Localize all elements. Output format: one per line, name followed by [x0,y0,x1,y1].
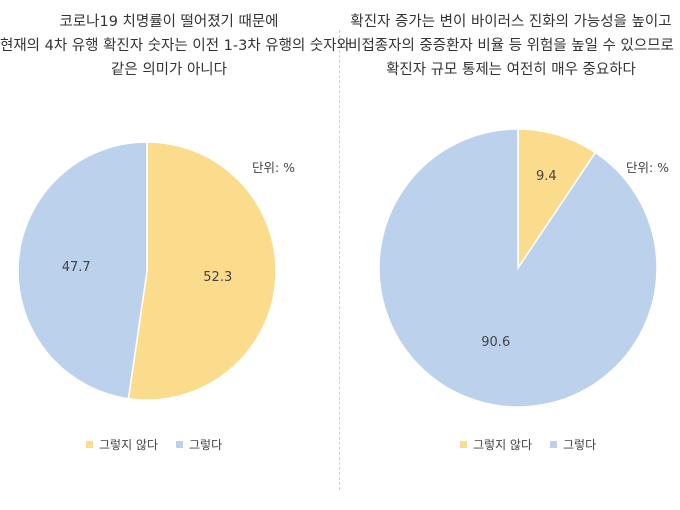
legend-swatch-no [86,441,93,448]
chart-title: 확진자 증가는 변이 바이러스 진화의 가능성을 높이고 비접종자의 중증환자 … [342,10,680,82]
legend-item: 그렇다 [176,436,222,453]
legend-item: 그렇지 않다 [460,436,532,453]
pie-slice-no [127,141,277,401]
chart-panel-left: 코로나19 치명률이 떨어졌기 때문에 현재의 4차 유행 확진자 숫자는 이전… [0,0,350,510]
pie-slice-yes [17,141,148,400]
legend-item: 그렇지 않다 [86,436,158,453]
chart-title-line-2: 현재의 4차 유행 확진자 숫자는 이전 1-3차 유행의 숫자와 [0,38,350,54]
chart-title-line-1: 확진자 증가는 변이 바이러스 진화의 가능성을 높이고 [350,14,672,30]
legend-item: 그렇다 [550,436,596,453]
chart-title: 코로나19 치명률이 떨어졌기 때문에 현재의 4차 유행 확진자 숫자는 이전… [0,10,350,82]
legend-swatch-no [460,441,467,448]
legend: 그렇지 않다 그렇다 [460,436,614,453]
legend: 그렇지 않다 그렇다 [86,436,240,453]
data-label-yes: 90.6 [481,335,510,350]
legend-swatch-yes [176,441,184,448]
chart-title-line-1: 코로나19 치명률이 떨어졌기 때문에 [59,14,279,30]
legend-label-yes: 그렇다 [563,438,597,452]
data-label-no: 52.3 [203,270,232,285]
legend-label-no: 그렇지 않다 [99,438,159,452]
panel-divider [339,30,340,490]
legend-label-no: 그렇지 않다 [473,438,533,452]
pie-slice-yes [378,128,658,408]
pie-chart: 9.4 90.6 [378,128,658,408]
pie-slice-no [517,128,597,271]
data-label-no: 9.4 [536,169,557,184]
legend-swatch-yes [550,441,558,448]
chart-title-line-3: 확진자 규모 통제는 여전히 매우 중요하다 [386,62,636,78]
unit-label: 단위: % [626,160,670,175]
chart-panel-right: 확진자 증가는 변이 바이러스 진화의 가능성을 높이고 비접종자의 중증환자 … [342,0,680,510]
chart-title-line-2: 비접종자의 중증환자 비율 등 위험을 높일 수 있으므로 [348,38,674,54]
legend-label-yes: 그렇다 [189,438,223,452]
chart-title-line-3: 같은 의미가 아니다 [111,62,227,78]
pie-chart: 52.3 47.7 [17,141,277,401]
unit-label: 단위: % [252,160,296,175]
data-label-yes: 47.7 [62,260,91,275]
